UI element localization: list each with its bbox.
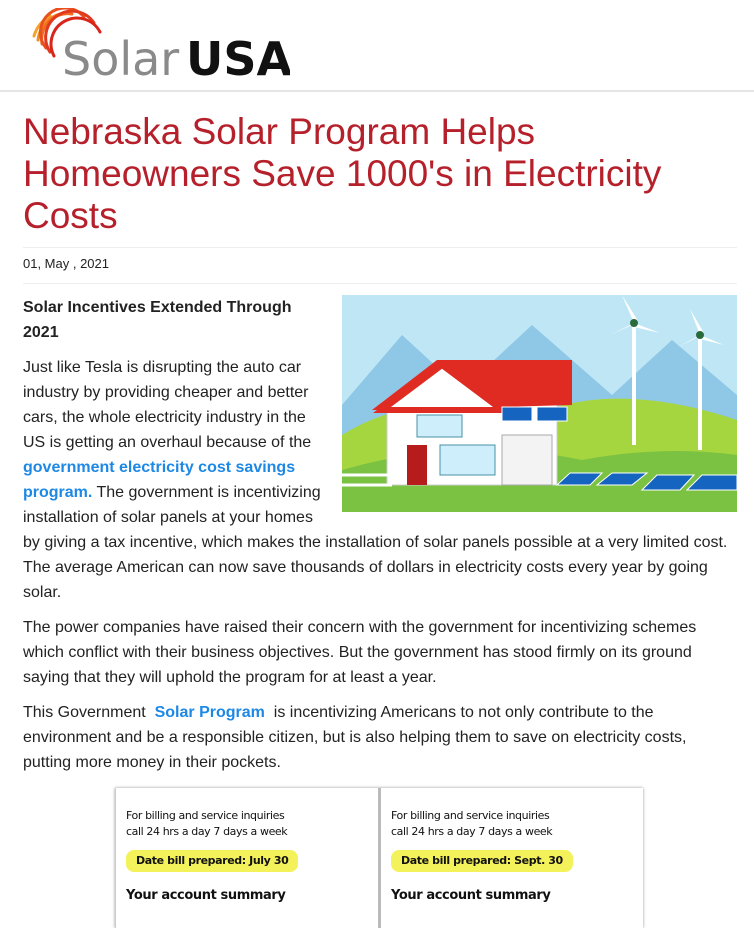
- subheading: Solar Incentives Extended Through 2021: [23, 299, 292, 341]
- paragraph: Just like Tesla is disrupting the auto c…: [23, 355, 737, 605]
- main: Nebraska Solar Program Helps Homeowners …: [0, 92, 754, 928]
- header: Solar USA: [0, 0, 754, 92]
- article-date: 01, May , 2021: [23, 248, 737, 284]
- bill-line1: For billing and service inquiries: [126, 809, 285, 822]
- logo-solar: Solar: [62, 32, 179, 80]
- bill-line2: call 24 hrs a day 7 days a week: [391, 825, 553, 838]
- link[interactable]: government electricity cost savings prog…: [23, 459, 296, 501]
- bill-image: For billing and service inquiries call 24…: [115, 788, 643, 928]
- logo[interactable]: Solar USA: [30, 8, 290, 80]
- article-body: Solar Incentives Extended Through 2021 J…: [23, 295, 737, 928]
- text: Just like Tesla is disrupting the auto c…: [23, 359, 312, 451]
- paragraph: The power companies have raised their co…: [23, 615, 737, 690]
- bill-panel: For billing and service inquiries call 24…: [378, 788, 643, 928]
- bill-panel: For billing and service inquiries call 24…: [115, 788, 378, 928]
- logo-usa: USA: [186, 32, 290, 80]
- bill-line1: For billing and service inquiries: [391, 809, 550, 822]
- paragraph: This Government Solar Program is incenti…: [23, 700, 737, 775]
- bill-date: Date bill prepared: July 30: [126, 850, 299, 872]
- text: The government is incentivizing installa…: [23, 484, 728, 601]
- bill-line2: call 24 hrs a day 7 days a week: [126, 825, 288, 838]
- link[interactable]: Solar Program: [154, 704, 265, 721]
- bill-summary: Your account summary: [391, 888, 551, 903]
- article-title: Nebraska Solar Program Helps Homeowners …: [23, 92, 737, 248]
- text: The power companies have raised their co…: [23, 619, 697, 686]
- bill-date: Date bill prepared: Sept. 30: [391, 850, 573, 872]
- bill-summary: Your account summary: [126, 888, 286, 903]
- text: This Government: [23, 704, 146, 721]
- text: is incentivizing Americans to not only c…: [23, 704, 687, 771]
- hero-illustration: [342, 295, 737, 512]
